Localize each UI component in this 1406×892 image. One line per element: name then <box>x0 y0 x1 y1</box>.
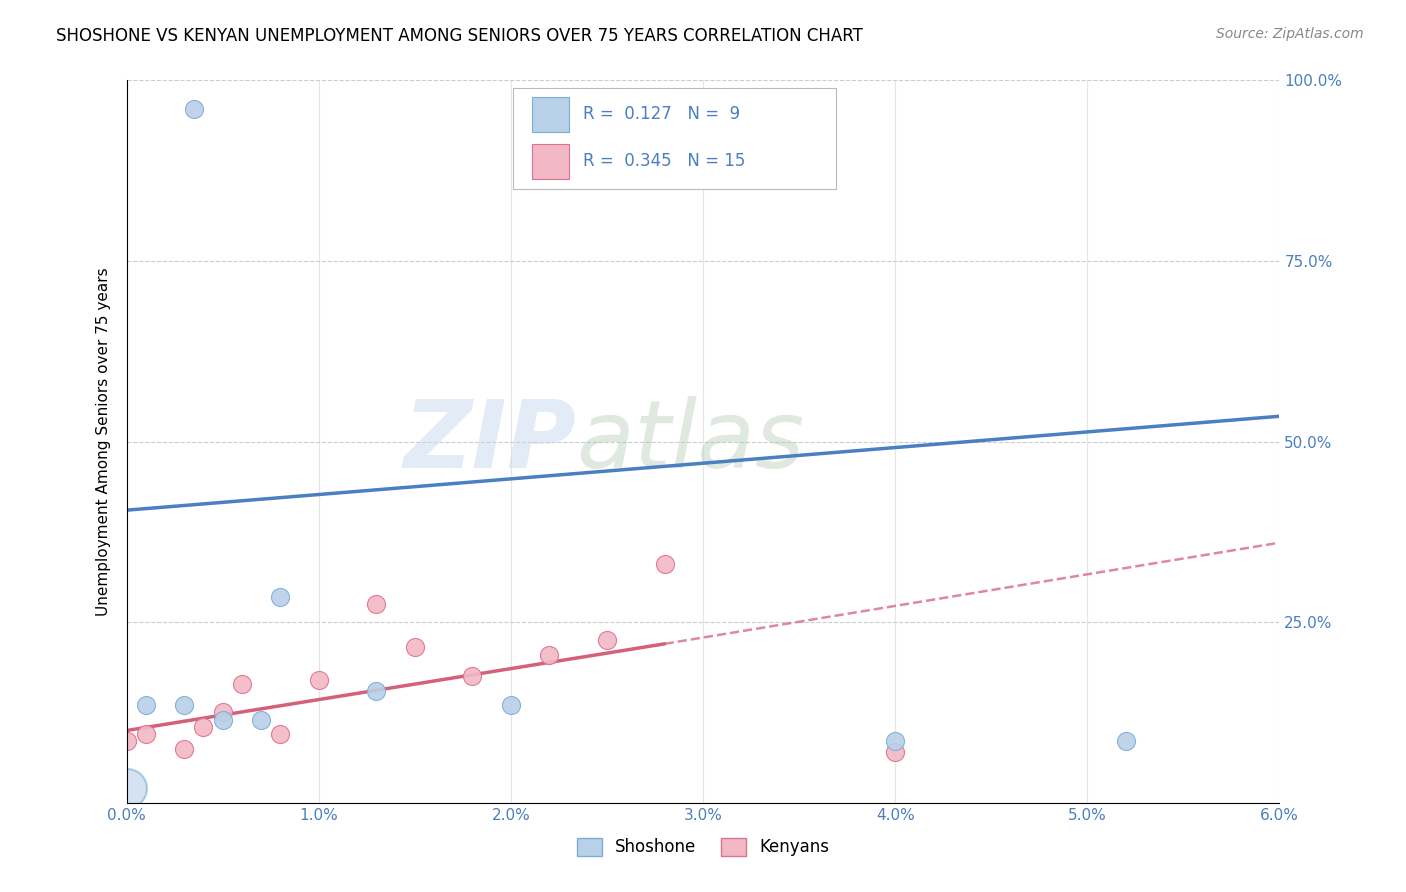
FancyBboxPatch shape <box>533 144 569 178</box>
Text: atlas: atlas <box>576 396 804 487</box>
Text: ZIP: ZIP <box>404 395 576 488</box>
Legend: Shoshone, Kenyans: Shoshone, Kenyans <box>569 831 837 863</box>
Y-axis label: Unemployment Among Seniors over 75 years: Unemployment Among Seniors over 75 years <box>96 268 111 615</box>
FancyBboxPatch shape <box>533 97 569 132</box>
Text: SHOSHONE VS KENYAN UNEMPLOYMENT AMONG SENIORS OVER 75 YEARS CORRELATION CHART: SHOSHONE VS KENYAN UNEMPLOYMENT AMONG SE… <box>56 27 863 45</box>
Text: R =  0.127   N =  9: R = 0.127 N = 9 <box>583 105 740 123</box>
FancyBboxPatch shape <box>513 87 835 189</box>
Text: R =  0.345   N = 15: R = 0.345 N = 15 <box>583 153 745 170</box>
Text: Source: ZipAtlas.com: Source: ZipAtlas.com <box>1216 27 1364 41</box>
